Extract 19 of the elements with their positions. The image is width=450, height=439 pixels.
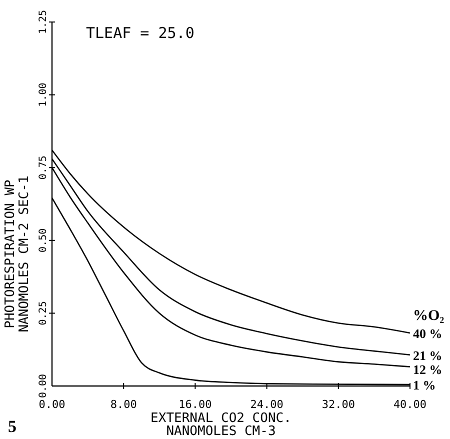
x-tick-label: 24.00 — [250, 398, 284, 411]
series-label: 40 % — [413, 326, 442, 341]
y-tick-label: 1.00 — [38, 82, 49, 107]
y-tick-label: 0.75 — [38, 156, 49, 180]
text: 5 — [8, 417, 16, 436]
series-label: 1 % — [413, 378, 436, 393]
series-label: 12 % — [413, 362, 442, 377]
y-tick-label: 0.50 — [38, 228, 49, 252]
legend-title: %O₂ — [413, 308, 445, 324]
y-axis-title: PHOTORESPIRATION WP NANOMOLES CM-2 SEC-1 — [3, 176, 32, 332]
y-tick-label: 1.25 — [38, 10, 49, 34]
x-tick-label: 8.00 — [110, 398, 137, 411]
x-axis-title: EXTERNAL CO2 CONC. NANOMOLES CM-3 — [150, 411, 292, 439]
y-tick-label: 0.25 — [38, 301, 49, 326]
x-tick-label: 32.00 — [322, 398, 355, 411]
x-tick-label: 40.00 — [393, 398, 427, 411]
x-tick-label: 16.00 — [178, 398, 212, 411]
series-label: 21 % — [413, 348, 442, 363]
chart-title: TLEAF = 25.0 — [86, 24, 194, 42]
